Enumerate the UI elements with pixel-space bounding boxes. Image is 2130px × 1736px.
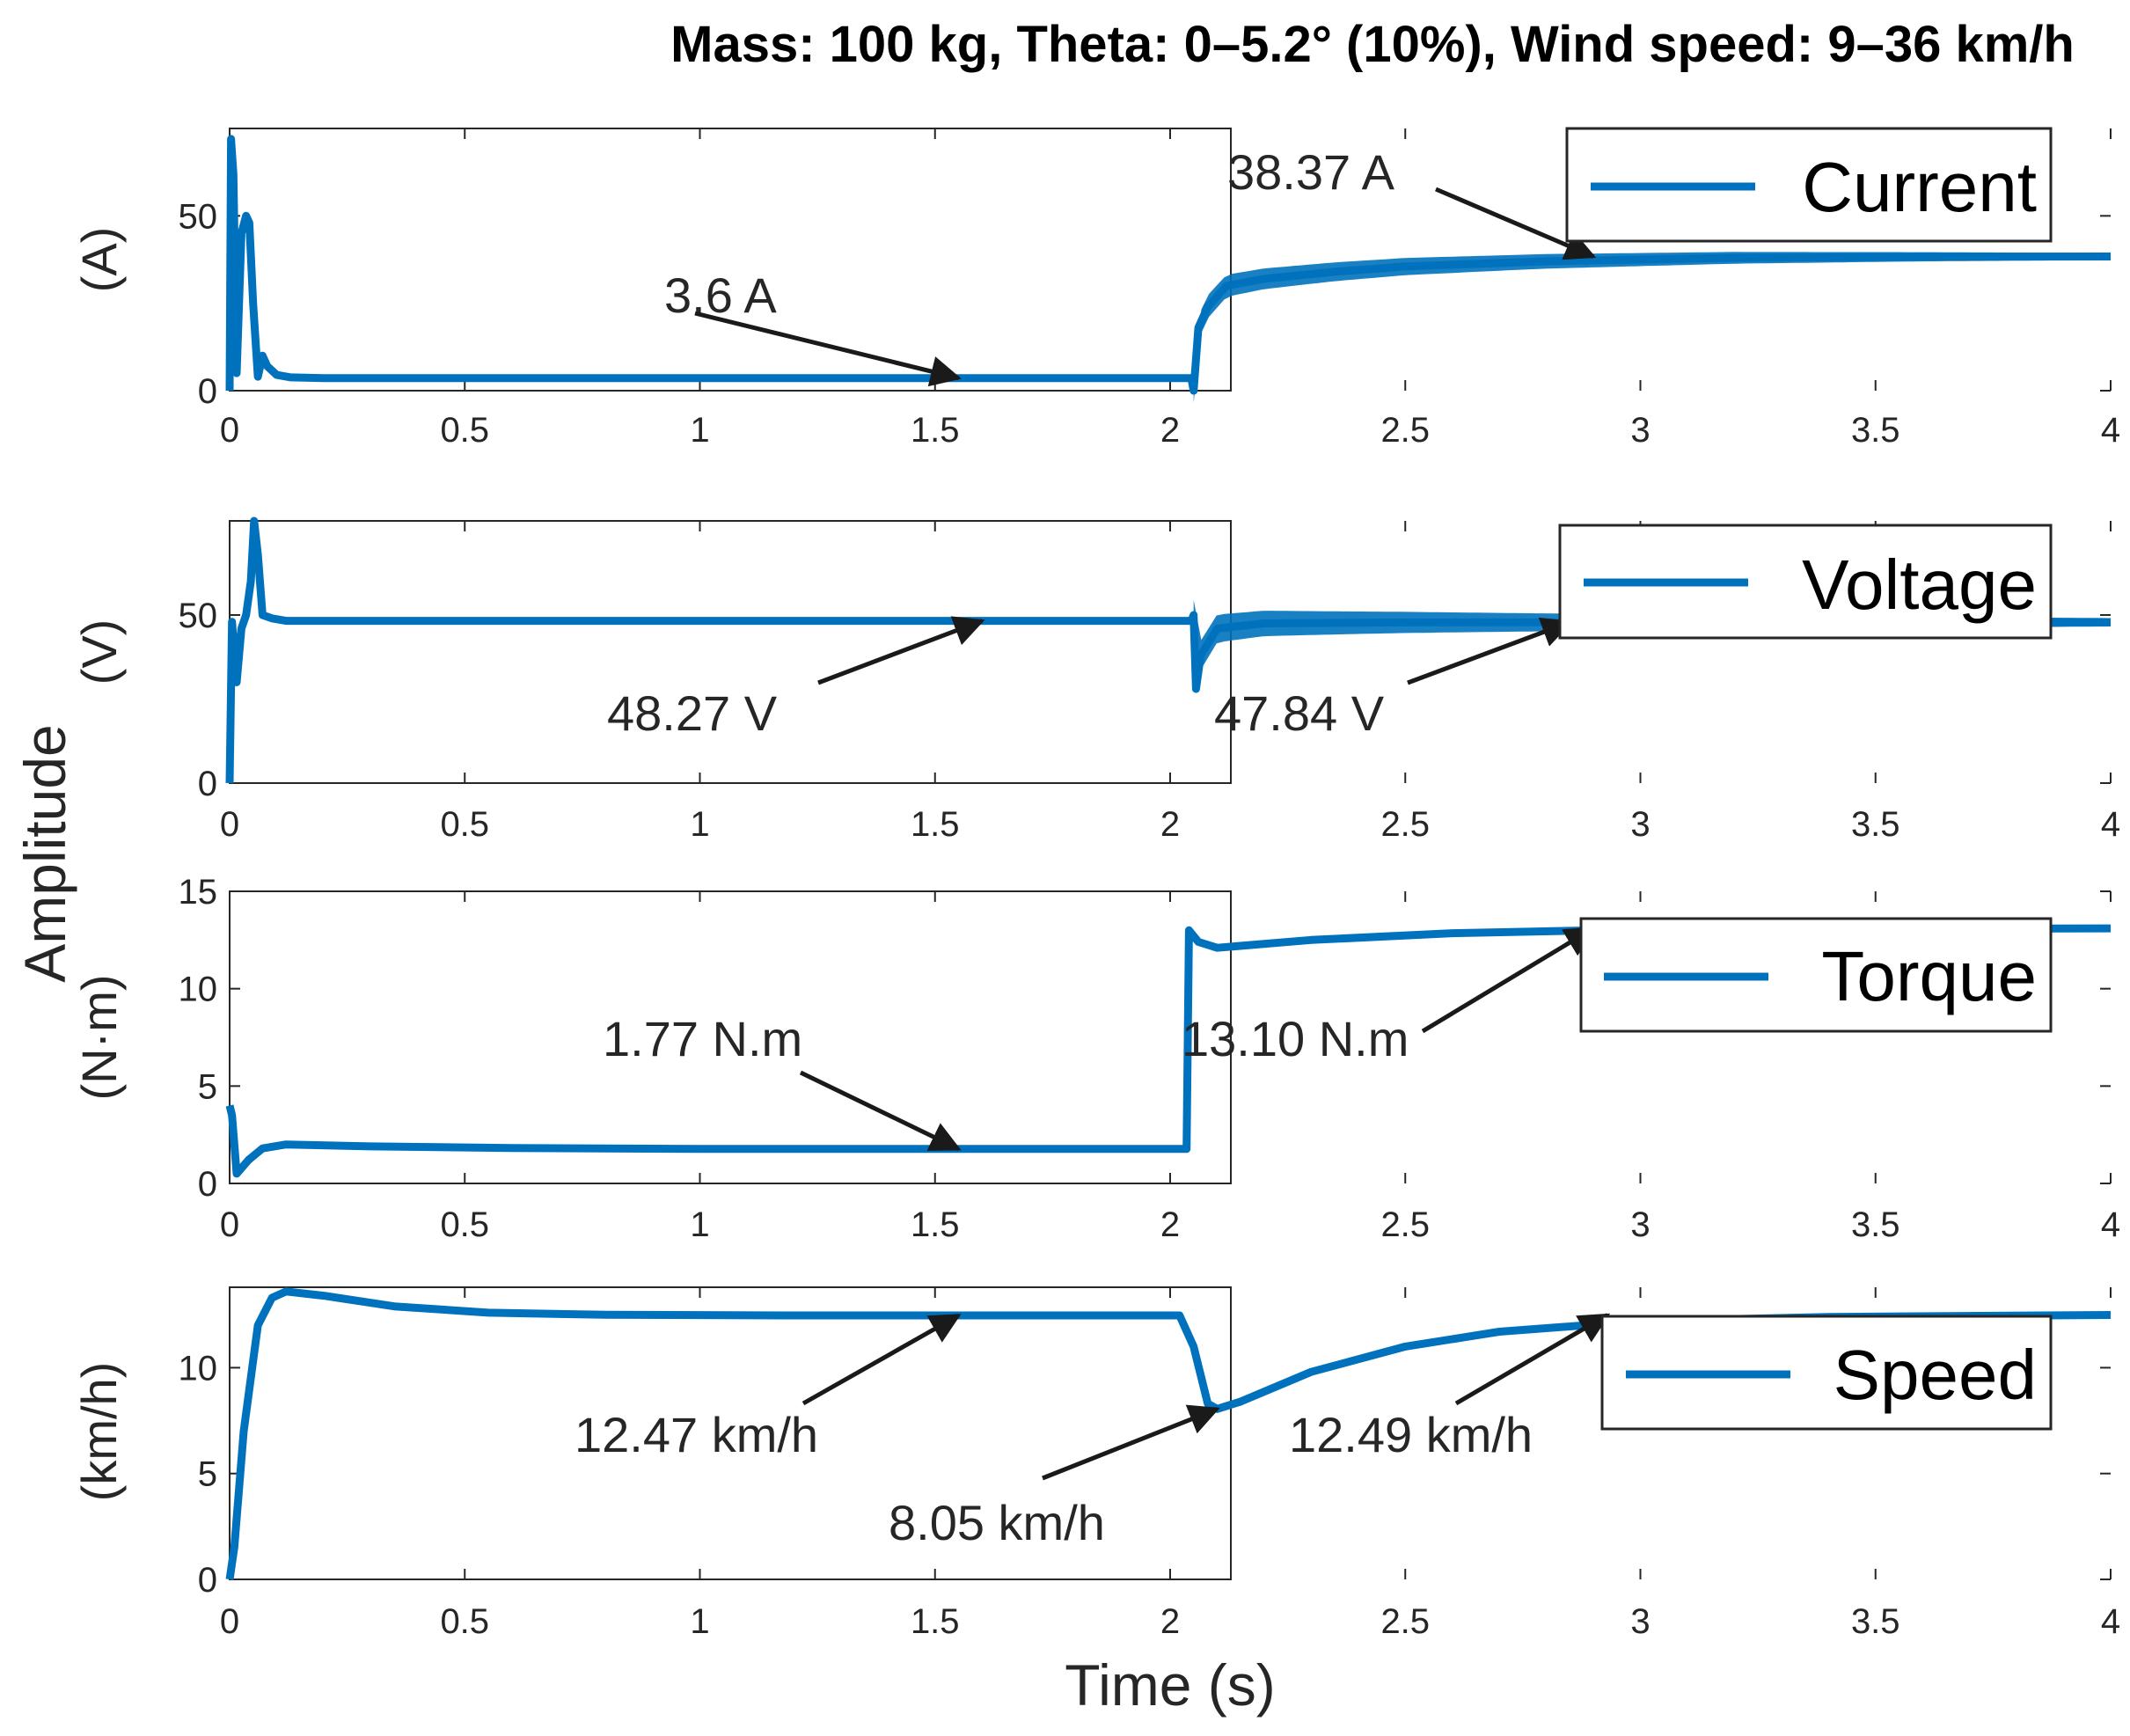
torque-annotation-arrow xyxy=(799,1070,962,1152)
torque-series-line xyxy=(225,924,2112,1178)
voltage-xtick-label: 3 xyxy=(1630,805,1650,844)
current-ytick-label: 50 xyxy=(179,197,218,236)
current-annotation-arrow xyxy=(1435,187,1597,260)
current-xtick-label: 4 xyxy=(2101,411,2120,450)
voltage-legend-label: Voltage xyxy=(1802,546,2037,624)
voltage-xtick-label: 1 xyxy=(690,805,709,844)
current-xtick-label: 2.5 xyxy=(1380,411,1430,450)
torque-xtick-label: 3 xyxy=(1630,1205,1650,1244)
voltage-axes-box xyxy=(229,520,1232,784)
current-axes-box xyxy=(229,128,1232,392)
current-annotation-arrow xyxy=(694,311,962,387)
panel-torque: 0 0.5 1 1.5 2 2.5 3 3.5 4 0 5 10 15 1.77 N.m 13.10 N.m… xyxy=(71,873,2120,1244)
voltage-legend: Voltage xyxy=(1558,524,2053,640)
current-ripple-band xyxy=(1193,252,2111,403)
torque-legend: Torque xyxy=(1579,917,2053,1033)
torque-annotation-arrow xyxy=(1421,926,1597,1034)
torque-ytick-label: 15 xyxy=(179,873,218,912)
speed-xtick-label: 1.5 xyxy=(911,1602,960,1641)
speed-annotation-label: 12.47 km/h xyxy=(575,1407,818,1462)
torque-xtick-label: 2 xyxy=(1160,1205,1180,1244)
voltage-annotation-label: 48.27 V xyxy=(607,685,778,741)
panel-current: 0 0.5 1 1.5 2 2.5 3 3.5 4 0 50 3.6 A 38.37 A (A) Cur… xyxy=(71,127,2120,450)
shared-ylabel: Amplitude xyxy=(12,724,77,983)
voltage-xtick-label: 1.5 xyxy=(911,805,960,844)
speed-series-line xyxy=(225,1287,2112,1580)
current-ylabel: (A) xyxy=(71,227,127,293)
speed-annotation-arrow xyxy=(801,1313,962,1406)
speed-annotation-arrow xyxy=(1042,1404,1220,1481)
torque-axes-box xyxy=(229,890,1232,1184)
panel-voltage: 0 0.5 1 1.5 2 2.5 3 3.5 4 0 50 48.27 V 47.84 V (V) V… xyxy=(71,516,2120,844)
current-annotation-label: 38.37 A xyxy=(1227,144,1395,200)
chart-title: Mass: 100 kg, Theta: 0–5.2° (10%), Wind … xyxy=(670,16,2075,73)
speed-xtick-label: 3.5 xyxy=(1851,1602,1900,1641)
voltage-series-line xyxy=(225,516,2112,784)
panel-speed: 0 0.5 1 1.5 2 2.5 3 3.5 4 0 5 10 12.47 km/h 8.05 km/h… xyxy=(71,1286,2120,1641)
torque-xtick-label: 0 xyxy=(220,1205,239,1244)
speed-xtick-label: 4 xyxy=(2101,1602,2120,1641)
current-xtick-label: 0 xyxy=(220,411,239,450)
speed-legend-label: Speed xyxy=(1834,1336,2037,1414)
current-legend: Current xyxy=(1565,127,2053,243)
torque-annotation-label: 1.77 N.m xyxy=(603,1011,802,1066)
speed-xtick-label: 3 xyxy=(1630,1602,1650,1641)
speed-ylabel: (km/h) xyxy=(71,1362,127,1502)
speed-xtick-label: 1 xyxy=(690,1602,709,1641)
voltage-xtick-label: 2 xyxy=(1160,805,1180,844)
current-ytick-label: 0 xyxy=(198,372,217,411)
torque-ytick-label: 5 xyxy=(198,1067,217,1106)
voltage-ylabel: (V) xyxy=(71,619,127,685)
x-axis-label: Time (s) xyxy=(1065,1652,1276,1718)
current-annotation-label: 3.6 A xyxy=(664,267,777,323)
voltage-xtick-label: 2.5 xyxy=(1380,805,1430,844)
speed-xtick-label: 2.5 xyxy=(1380,1602,1430,1641)
speed-axes-box xyxy=(229,1286,1232,1580)
current-xtick-label: 1.5 xyxy=(911,411,960,450)
current-legend-label: Current xyxy=(1802,148,2037,226)
current-xtick-label: 2 xyxy=(1160,411,1180,450)
voltage-ytick-label: 0 xyxy=(198,765,217,803)
speed-ytick-label: 0 xyxy=(198,1561,217,1600)
speed-annotation-label: 8.05 km/h xyxy=(889,1495,1105,1550)
speed-annotation-label: 12.49 km/h xyxy=(1289,1407,1533,1462)
torque-ytick-label: 0 xyxy=(198,1165,217,1204)
speed-xtick-label: 0.5 xyxy=(440,1602,489,1641)
torque-xtick-label: 1 xyxy=(690,1205,709,1244)
speed-annotation-arrow xyxy=(1454,1313,1611,1406)
torque-xtick-label: 0.5 xyxy=(440,1205,489,1244)
voltage-annotation-arrow xyxy=(817,616,985,685)
torque-ylabel: (N·m) xyxy=(71,974,127,1100)
torque-xtick-label: 3.5 xyxy=(1851,1205,1900,1244)
voltage-ytick-label: 50 xyxy=(179,597,218,635)
speed-xtick-label: 0 xyxy=(220,1602,239,1641)
current-xtick-label: 3.5 xyxy=(1851,411,1900,450)
torque-xtick-label: 2.5 xyxy=(1380,1205,1430,1244)
speed-xtick-label: 2 xyxy=(1160,1602,1180,1641)
current-xtick-label: 0.5 xyxy=(440,411,489,450)
current-xtick-label: 1 xyxy=(690,411,709,450)
torque-xtick-label: 1.5 xyxy=(911,1205,960,1244)
torque-legend-label: Torque xyxy=(1821,937,2037,1015)
speed-ytick-label: 5 xyxy=(198,1455,217,1494)
speed-ytick-label: 10 xyxy=(179,1349,218,1388)
voltage-xtick-label: 0.5 xyxy=(440,805,489,844)
speed-legend: Speed xyxy=(1600,1315,2053,1431)
voltage-xtick-label: 4 xyxy=(2101,805,2120,844)
voltage-xtick-label: 3.5 xyxy=(1851,805,1900,844)
torque-ytick-label: 10 xyxy=(179,971,218,1009)
current-series-line xyxy=(225,135,2112,395)
current-xtick-label: 3 xyxy=(1630,411,1650,450)
voltage-annotation-arrow xyxy=(1407,617,1573,685)
torque-xtick-label: 4 xyxy=(2101,1205,2120,1244)
torque-annotation-label: 13.10 N.m xyxy=(1182,1011,1409,1066)
voltage-annotation-label: 47.84 V xyxy=(1214,685,1385,741)
voltage-xtick-label: 0 xyxy=(220,805,239,844)
